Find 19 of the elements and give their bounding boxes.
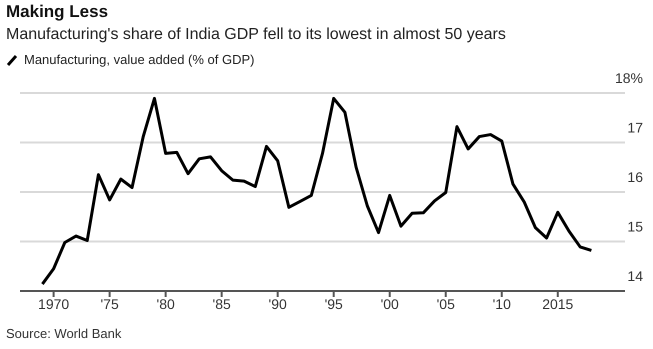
x-tick-label: 2015: [542, 296, 574, 312]
legend-label: Manufacturing, value added (% of GDP): [24, 52, 255, 67]
y-tick-label: 16: [627, 169, 644, 185]
chart-title: Making Less: [6, 2, 108, 22]
chart-subtitle: Manufacturing's share of India GDP fell to its lowest in almost 50 years: [6, 26, 506, 44]
x-tick-label: 1970: [38, 296, 70, 312]
x-tick-label: '85: [212, 296, 231, 312]
x-tick-label: '10: [492, 296, 512, 312]
y-tick-label: 14: [627, 268, 644, 284]
y-tick-label: 17: [627, 120, 644, 136]
x-tick-label: '90: [268, 296, 288, 312]
x-tick-label: '05: [436, 296, 456, 312]
x-tick-label: '00: [380, 296, 400, 312]
x-tick-label: '80: [156, 296, 175, 312]
y-tick-label: 18%: [614, 70, 643, 86]
x-tick-label: '95: [324, 296, 344, 312]
x-tick-label: '75: [100, 296, 119, 312]
y-tick-label: 15: [627, 218, 644, 234]
source-note: Source: World Bank: [6, 326, 122, 341]
